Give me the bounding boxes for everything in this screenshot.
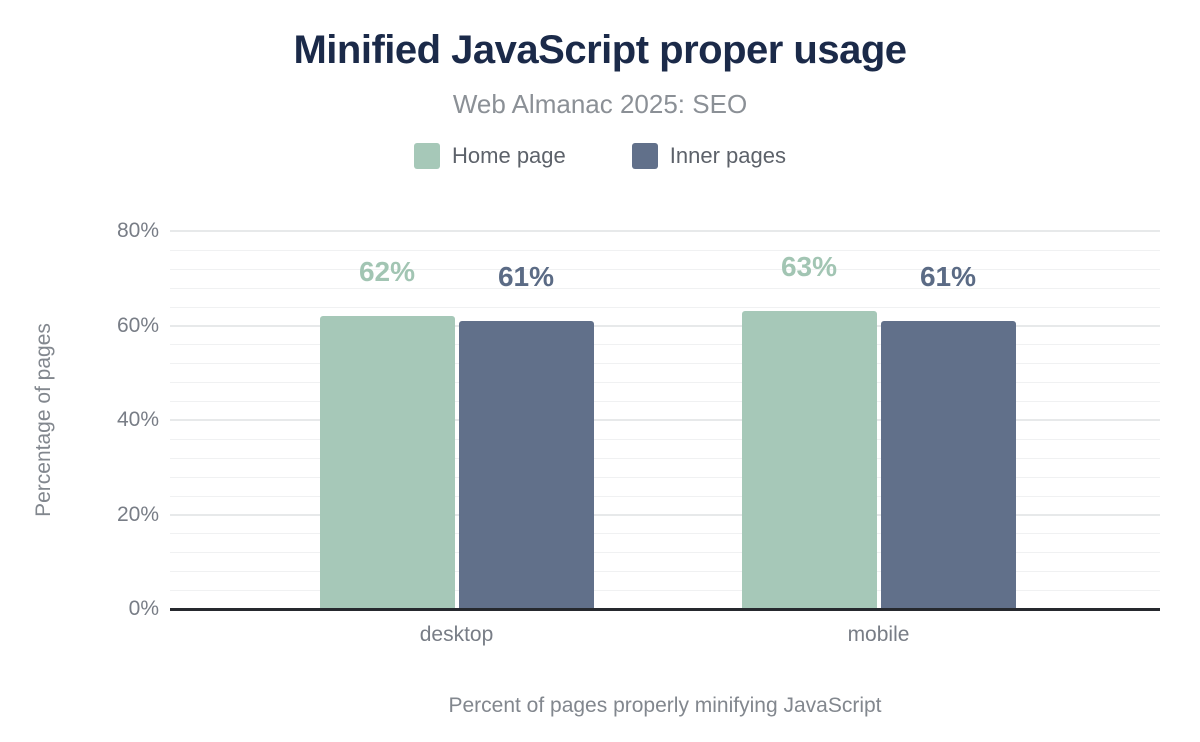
minor-gridline (170, 401, 1160, 403)
minor-gridline (170, 571, 1160, 573)
bar-value-label: 61% (497, 260, 555, 292)
major-gridline (170, 324, 1160, 327)
major-gridline (170, 419, 1160, 421)
minor-gridline (170, 533, 1160, 535)
minor-gridline (170, 552, 1160, 554)
legend-item-inner-pages: Inner pages (631, 143, 786, 169)
legend: Home page Inner pages (0, 142, 1200, 170)
x-category-label: mobile (847, 623, 910, 646)
legend-label-home-page: Home page (452, 143, 566, 168)
chart-subtitle: Web Almanac 2025: SEO (452, 89, 748, 119)
minor-gridline (170, 590, 1160, 592)
minor-gridline (170, 287, 1160, 289)
bar-inner-pages-mobile (880, 320, 1016, 609)
major-gridline (170, 230, 1160, 232)
minor-gridline (170, 249, 1160, 251)
minor-gridline (170, 476, 1160, 478)
minor-gridline (170, 306, 1160, 308)
bar-inner-pages-desktop (458, 320, 594, 609)
y-tick-label: 0% (128, 597, 159, 620)
legend-item-home-page: Home page (414, 143, 566, 169)
legend-swatch-inner-pages (631, 143, 658, 169)
bar-value-label: 61% (919, 260, 977, 292)
bar-value-label: 63% (780, 251, 838, 283)
minor-gridline (170, 438, 1160, 440)
bar-home-page-mobile (741, 311, 877, 609)
minor-gridline (170, 268, 1160, 270)
minor-gridline (170, 344, 1160, 346)
minor-gridline (170, 363, 1160, 365)
legend-swatch-home-page (414, 143, 441, 169)
major-gridline (170, 513, 1160, 516)
x-category-label: desktop (419, 623, 494, 646)
plot-area: 0% 20% 40% 60% 80% 62% 61% desktop 63% 61% mobile (117, 219, 1160, 646)
bar-home-page-desktop (319, 316, 455, 609)
y-tick-label: 20% (116, 502, 159, 526)
y-tick-label: 60% (116, 313, 159, 337)
y-axis-title: Percentage of pages (32, 323, 55, 517)
y-tick-label: 80% (116, 219, 159, 242)
legend-label-inner-pages: Inner pages (669, 143, 786, 168)
x-axis-title: Percent of pages properly minifying Java… (448, 694, 882, 717)
minor-gridline (170, 495, 1160, 497)
minor-gridline (170, 382, 1160, 384)
bar-value-label: 62% (358, 256, 416, 288)
chart-title: Minified JavaScript proper usage (293, 28, 907, 72)
minor-gridline (170, 457, 1160, 459)
x-axis-line (170, 608, 1160, 611)
y-tick-label: 40% (116, 408, 159, 431)
